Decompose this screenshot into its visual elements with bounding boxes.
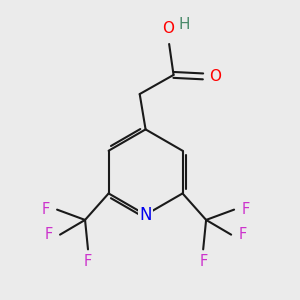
Text: F: F <box>241 202 249 217</box>
Text: F: F <box>83 254 92 269</box>
Text: F: F <box>42 202 50 217</box>
Text: O: O <box>209 69 221 84</box>
Text: H: H <box>179 17 190 32</box>
Text: F: F <box>238 227 247 242</box>
Text: N: N <box>139 206 152 224</box>
Text: F: F <box>45 227 53 242</box>
Text: O: O <box>163 21 175 36</box>
Text: F: F <box>200 254 208 269</box>
